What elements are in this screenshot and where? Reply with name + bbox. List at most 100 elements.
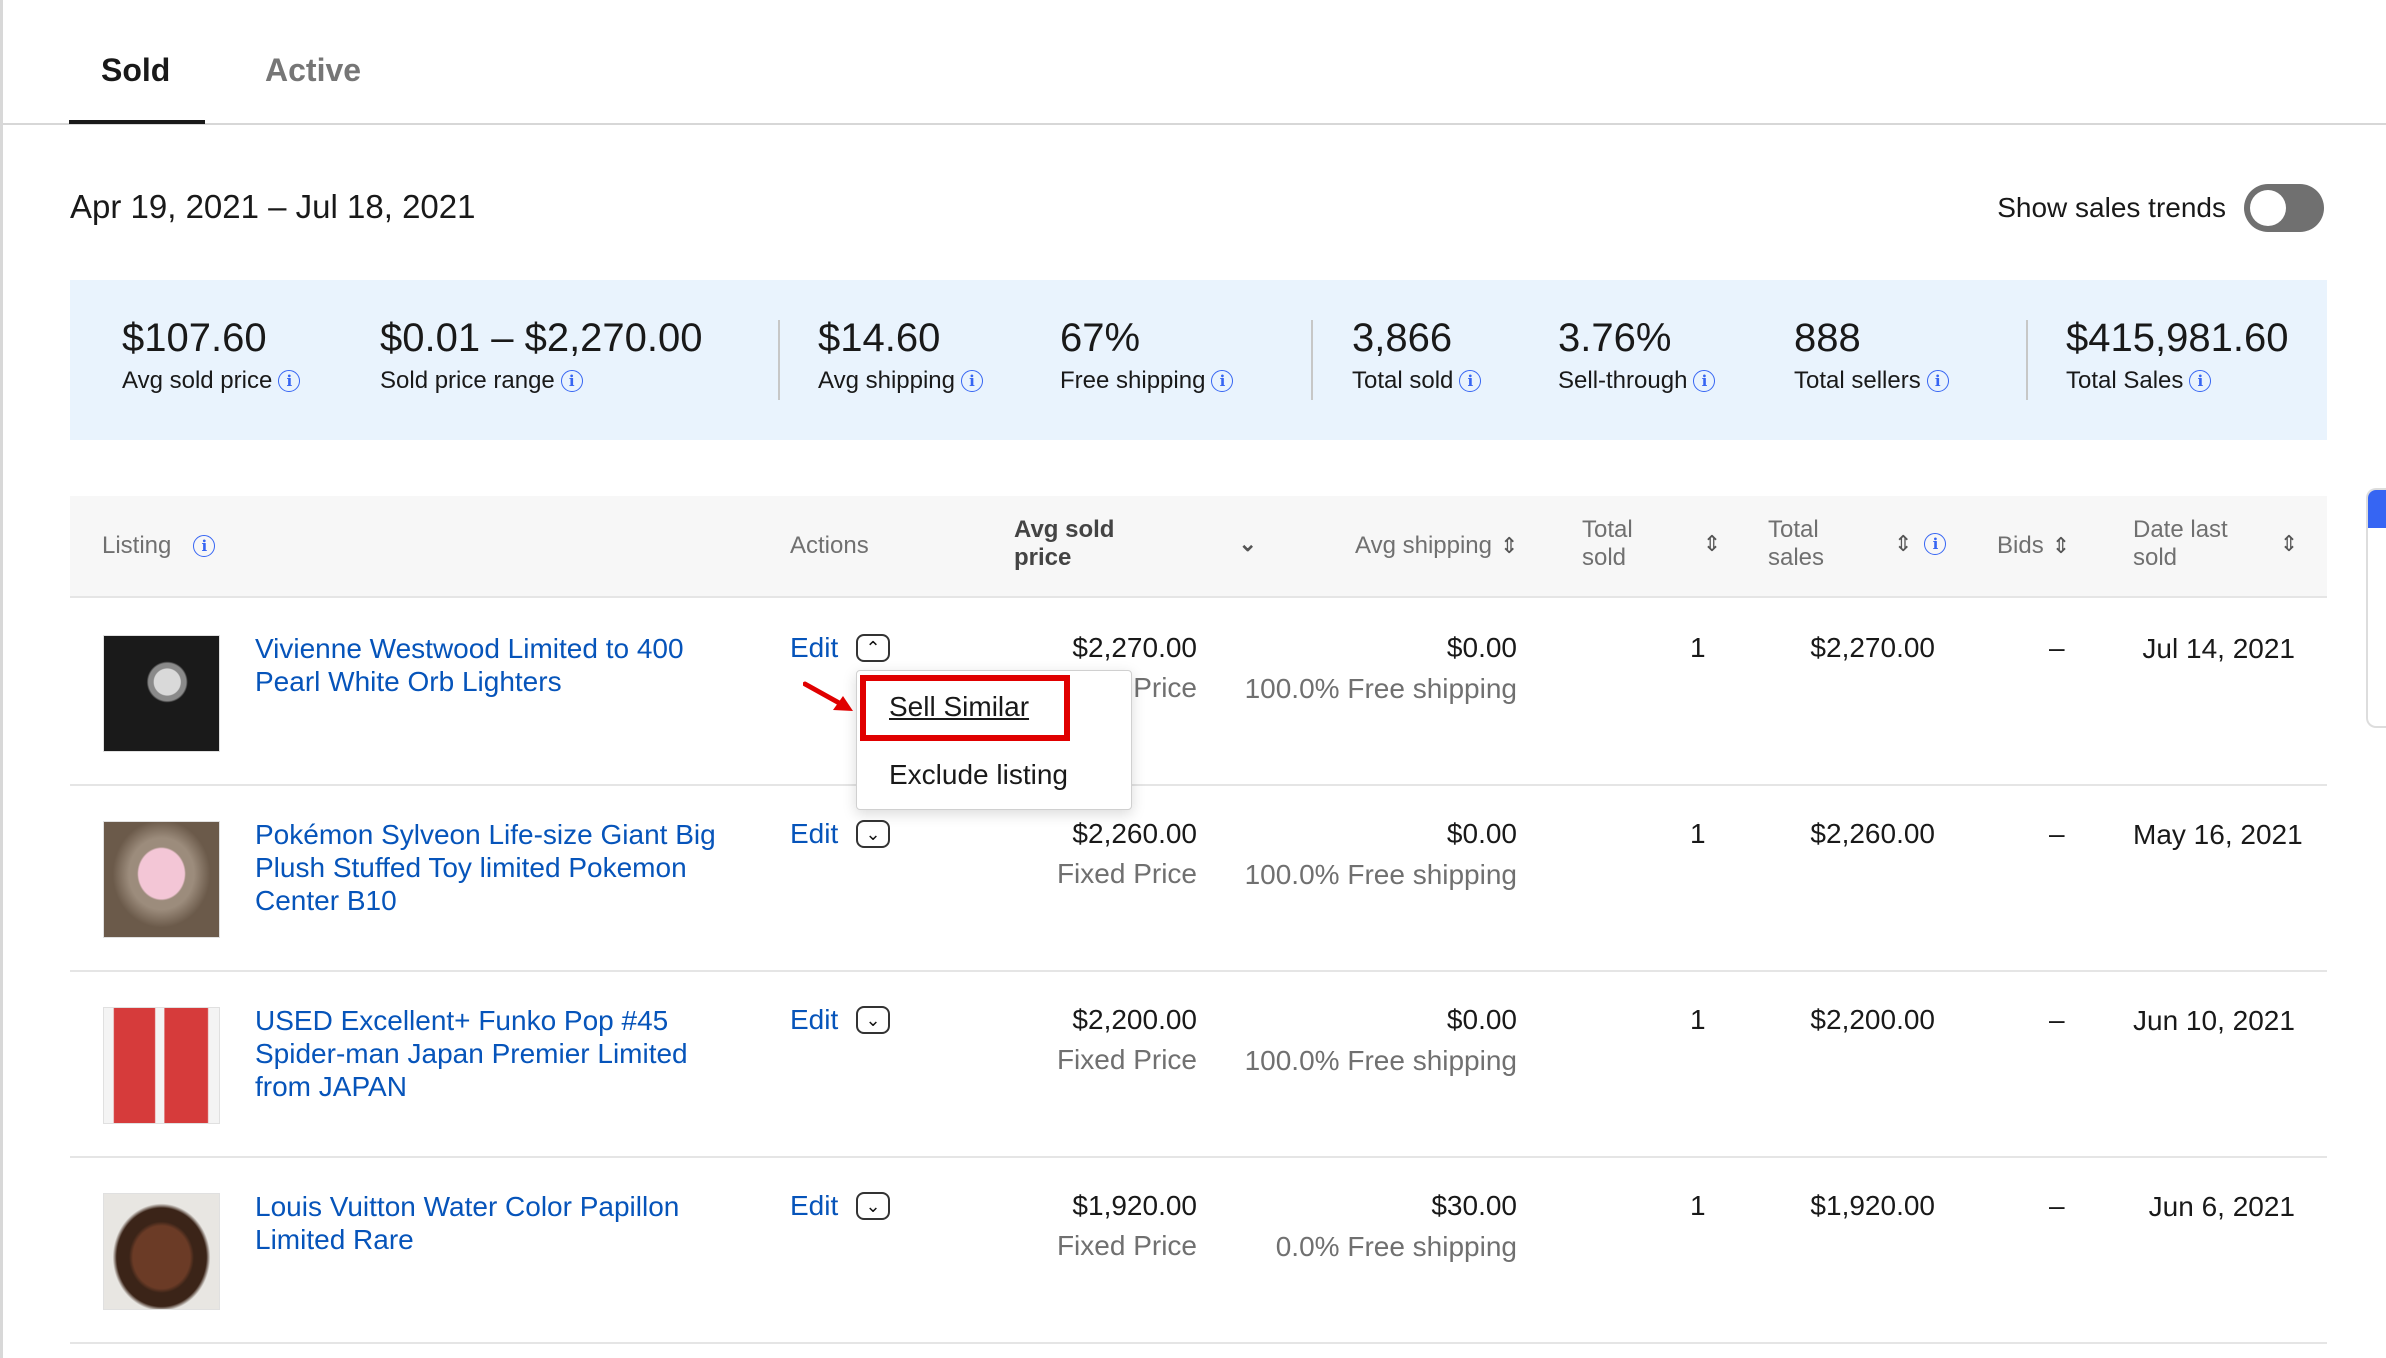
metrics-panel: $107.60 Avg sold price i $0.01 – $2,270.0… bbox=[70, 280, 2327, 440]
column-label: sold bbox=[2133, 544, 2178, 571]
avg-shipping-cell: $0.00 100.0% Free shipping bbox=[1217, 632, 1517, 705]
metric-total-sales: $415,981.60 Total Sales i bbox=[2066, 316, 2288, 395]
sort-icon: ⇕ bbox=[1894, 531, 1913, 556]
listing-thumbnail[interactable] bbox=[103, 1193, 220, 1310]
menu-item-exclude-listing[interactable]: Exclude listing bbox=[889, 759, 1068, 790]
tab-active[interactable]: Active bbox=[265, 52, 362, 88]
metric-label: Sold price range bbox=[380, 367, 555, 394]
bids-cell: – bbox=[2049, 1190, 2065, 1221]
annotation-arrow-icon bbox=[803, 681, 853, 711]
column-avg-sold-price[interactable]: Avg sold price ⌄ bbox=[1014, 516, 1257, 572]
sort-icon: ⇕ bbox=[2279, 531, 2299, 556]
info-icon[interactable]: i bbox=[1211, 370, 1234, 392]
column-label: Actions bbox=[790, 532, 869, 559]
info-icon[interactable]: i bbox=[1924, 533, 1947, 555]
column-total-sold[interactable]: Total sold ⇕ bbox=[1582, 516, 1721, 572]
edit-link[interactable]: Edit bbox=[790, 818, 839, 849]
metric-value: $0.01 – $2,270.00 bbox=[380, 316, 703, 360]
metric-value: 3,866 bbox=[1352, 316, 1453, 360]
metric-label: Sell-through bbox=[1558, 367, 1688, 394]
shipping-note: 100.0% Free shipping bbox=[1244, 673, 1517, 704]
column-bids[interactable]: Bids ⇕ bbox=[1997, 532, 2070, 560]
listing-title-link[interactable]: Louis Vuitton Water Color Papillon Limit… bbox=[255, 1191, 680, 1255]
metric-avg-shipping: $14.60 Avg shipping i bbox=[818, 316, 983, 395]
info-icon[interactable]: i bbox=[1693, 370, 1716, 392]
column-date-last-sold[interactable]: Date last sold ⇕ bbox=[2133, 516, 2298, 572]
actions-dropdown-button[interactable]: ⌄ bbox=[856, 1192, 890, 1220]
shipping-value: $30.00 bbox=[1431, 1190, 1517, 1221]
sales-trends-label: Show sales trends bbox=[1997, 192, 2226, 223]
listing-title-link[interactable]: Vivienne Westwood Limited to 400 Pearl W… bbox=[255, 633, 684, 697]
listing-title-link[interactable]: Pokémon Sylveon Life-size Giant Big Plus… bbox=[255, 819, 716, 916]
column-total-sales[interactable]: Total sales ⇕ i bbox=[1768, 516, 1947, 572]
edit-link[interactable]: Edit bbox=[790, 1004, 839, 1035]
column-label: Date last bbox=[2133, 516, 2228, 543]
table-row: Pokémon Sylveon Life-size Giant Big Plus… bbox=[70, 786, 2327, 972]
price-value: $2,260.00 bbox=[1072, 818, 1197, 849]
date-last-sold-cell: Jun 6, 2021 bbox=[2148, 1191, 2295, 1222]
toggle-knob bbox=[2250, 190, 2286, 226]
avg-shipping-cell: $30.00 0.0% Free shipping bbox=[1197, 1190, 1517, 1263]
total-sold-cell: 1 bbox=[1690, 1004, 1706, 1035]
metric-free-shipping: 67% Free shipping i bbox=[1060, 316, 1234, 395]
info-icon[interactable]: i bbox=[560, 370, 583, 392]
price-value: $1,920.00 bbox=[1072, 1190, 1197, 1221]
avg-shipping-cell: $0.00 100.0% Free shipping bbox=[1217, 1004, 1517, 1077]
info-icon[interactable]: i bbox=[193, 535, 216, 557]
sort-icon: ⇕ bbox=[2051, 533, 2071, 558]
info-icon[interactable]: i bbox=[2189, 370, 2212, 392]
table-row: Vivienne Westwood Limited to 400 Pearl W… bbox=[70, 600, 2327, 786]
listing-title-link[interactable]: USED Excellent+ Funko Pop #45 Spider-man… bbox=[255, 1005, 688, 1102]
listing-thumbnail[interactable] bbox=[103, 635, 220, 752]
edit-link[interactable]: Edit bbox=[790, 1190, 839, 1221]
chevron-down-icon: ⌄ bbox=[865, 1009, 881, 1030]
metric-label: Total sellers bbox=[1794, 367, 1921, 394]
column-avg-shipping[interactable]: Avg shipping ⇕ bbox=[1355, 532, 1518, 560]
sales-trends-toggle[interactable] bbox=[2244, 184, 2324, 232]
metric-value: $107.60 bbox=[122, 316, 267, 360]
metric-value: 67% bbox=[1060, 316, 1141, 360]
metric-avg-sold-price: $107.60 Avg sold price i bbox=[122, 316, 301, 395]
total-sold-cell: 1 bbox=[1690, 818, 1706, 849]
listing-thumbnail[interactable] bbox=[103, 1007, 220, 1124]
total-sales-cell: $2,270.00 bbox=[1810, 632, 1935, 663]
actions-menu: Sell Similar Exclude listing bbox=[856, 670, 1132, 810]
price-type: Fixed Price bbox=[1056, 1230, 1197, 1261]
edit-link[interactable]: Edit bbox=[790, 632, 839, 663]
metric-divider bbox=[2026, 320, 2028, 400]
metric-label: Avg sold price bbox=[122, 367, 273, 394]
metric-label: Avg shipping bbox=[818, 367, 955, 394]
shipping-value: $0.00 bbox=[1446, 1004, 1517, 1035]
menu-item-sell-similar[interactable]: Sell Similar bbox=[889, 691, 1030, 722]
metric-divider bbox=[778, 320, 780, 400]
metric-sell-through: 3.76% Sell-through i bbox=[1558, 316, 1716, 395]
bids-cell: – bbox=[2049, 1004, 2065, 1035]
listing-thumbnail[interactable] bbox=[103, 821, 220, 938]
tab-sold[interactable]: Sold bbox=[101, 52, 171, 88]
info-icon[interactable]: i bbox=[1926, 370, 1949, 392]
metric-value: $415,981.60 bbox=[2066, 316, 2289, 360]
date-last-sold-cell: Jul 14, 2021 bbox=[2142, 633, 2295, 664]
shipping-note: 0.0% Free shipping bbox=[1275, 1231, 1517, 1262]
sort-descending-icon: ⌄ bbox=[1238, 531, 1257, 556]
info-icon[interactable]: i bbox=[1459, 370, 1482, 392]
active-tab-indicator bbox=[69, 120, 205, 124]
date-last-sold-cell: Jun 10, 2021 bbox=[2133, 1005, 2295, 1036]
table-row: Louis Vuitton Water Color Papillon Limit… bbox=[70, 1158, 2327, 1344]
actions-dropdown-button[interactable]: ⌄ bbox=[856, 1006, 890, 1034]
avg-shipping-cell: $0.00 100.0% Free shipping bbox=[1217, 818, 1517, 891]
shipping-value: $0.00 bbox=[1446, 632, 1517, 663]
side-tab-cap bbox=[2368, 490, 2386, 528]
price-value: $2,200.00 bbox=[1072, 1004, 1197, 1035]
info-icon[interactable]: i bbox=[278, 370, 301, 392]
actions-dropdown-button[interactable]: ⌃ bbox=[856, 634, 890, 662]
feedback-side-tab[interactable] bbox=[2366, 488, 2386, 728]
metric-label: Total sold bbox=[1352, 367, 1454, 394]
info-icon[interactable]: i bbox=[961, 370, 983, 392]
actions-dropdown-button[interactable]: ⌄ bbox=[856, 820, 890, 848]
date-range: Apr 19, 2021 – Jul 18, 2021 bbox=[70, 188, 476, 225]
price-value: $2,270.00 bbox=[1072, 632, 1197, 663]
shipping-value: $0.00 bbox=[1446, 818, 1517, 849]
metric-value: 888 bbox=[1794, 316, 1861, 360]
